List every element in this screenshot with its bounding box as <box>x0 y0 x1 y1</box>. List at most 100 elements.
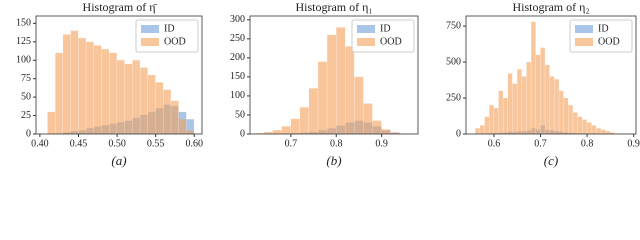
y-tick-label: 150 <box>16 18 31 29</box>
legend-label: ID <box>598 23 609 34</box>
caption: (a) <box>111 153 126 168</box>
histogram-bar <box>507 73 513 134</box>
histogram-bar <box>93 45 102 134</box>
histogram-bar <box>549 76 555 134</box>
histogram-bar <box>124 63 133 134</box>
x-tick-label: 0.50 <box>108 138 126 149</box>
histogram-bar <box>512 83 517 134</box>
histogram-bar <box>354 76 364 134</box>
chart-title: Histogram of η̄ <box>83 0 158 14</box>
histogram-bar <box>475 128 480 134</box>
legend-label: OOD <box>380 36 402 47</box>
histogram-bar <box>272 130 282 134</box>
legend-label: OOD <box>598 36 620 47</box>
histogram-bar <box>526 62 531 134</box>
histogram-bar <box>591 125 597 134</box>
histogram-bar <box>86 41 94 134</box>
histogram-bar <box>554 79 559 134</box>
y-tick-label: 50 <box>21 91 31 102</box>
axes-frame <box>465 15 637 135</box>
histogram-bar <box>155 82 164 134</box>
y-tick-label: 750 <box>446 20 461 31</box>
histogram-bar <box>70 30 79 134</box>
histogram-bar <box>568 105 573 134</box>
histogram-bar <box>587 122 592 134</box>
x-tick-label: 0.55 <box>147 138 165 149</box>
histogram-bar <box>309 88 318 134</box>
histogram-bar <box>47 111 56 134</box>
histogram-bar <box>498 90 503 134</box>
x-tick-label: 0.6 <box>488 138 501 149</box>
histogram-bar <box>109 52 117 134</box>
x-tick-label: 0.40 <box>31 138 49 149</box>
histogram-bar <box>479 125 485 134</box>
histogram-bar <box>563 98 569 134</box>
histogram-bar <box>381 129 391 134</box>
legend-swatch <box>141 25 159 33</box>
caption: (b) <box>326 153 341 168</box>
histogram-bar <box>521 76 527 134</box>
histogram-bar <box>55 52 63 134</box>
histogram-bar <box>372 120 382 134</box>
histogram-bar <box>493 108 499 134</box>
y-tick-label: 0 <box>26 128 31 139</box>
legend-swatch <box>575 38 593 46</box>
caption: (c) <box>544 153 558 168</box>
y-tick-label: 150 <box>230 71 245 82</box>
y-tick-label: 200 <box>230 52 245 63</box>
histogram-bar <box>63 34 71 134</box>
histogram-bar <box>605 131 611 134</box>
histogram-bar <box>299 107 309 134</box>
y-tick-label: 500 <box>446 56 461 67</box>
histogram-bar <box>281 126 291 134</box>
y-tick-label: 75 <box>21 73 31 84</box>
histogram-bar <box>601 129 606 134</box>
histogram-bar <box>101 49 110 134</box>
y-tick-label: 100 <box>16 55 31 66</box>
histogram-bar <box>573 112 578 134</box>
histogram-bar <box>78 38 86 134</box>
histogram-bar <box>132 60 140 134</box>
histogram-bar <box>263 132 273 134</box>
x-tick-label: 0.8 <box>330 138 343 149</box>
legend-swatch <box>141 38 159 46</box>
histogram-bar <box>163 89 171 134</box>
legend-label: ID <box>380 23 391 34</box>
histogram-bar <box>535 54 541 135</box>
axes-frame <box>35 15 203 135</box>
histogram-bar <box>186 119 194 134</box>
legend-swatch <box>575 25 593 33</box>
y-tick-label: 300 <box>230 14 245 25</box>
histogram-bar <box>318 61 327 135</box>
histogram-bar <box>336 27 346 134</box>
histogram-bar <box>390 132 400 134</box>
histogram-bar <box>503 98 508 134</box>
histogram-bar <box>186 130 194 134</box>
histogram-bar <box>531 21 536 135</box>
legend-swatch <box>357 25 375 33</box>
y-tick-label: 125 <box>16 36 31 47</box>
histogram-bar <box>178 119 187 134</box>
axes-frame <box>249 15 419 135</box>
y-tick-label: 250 <box>230 33 245 44</box>
histogram-bar <box>327 35 336 134</box>
histogram-bar <box>577 116 583 134</box>
x-tick-label: 0.8 <box>581 138 594 149</box>
y-tick-label: 0 <box>240 128 245 139</box>
chart-title: Histogram of η₂ <box>512 0 589 14</box>
histogram-bar <box>363 103 373 134</box>
histogram-bar <box>545 64 550 134</box>
x-tick-label: 0.60 <box>186 138 204 149</box>
histogram-bar <box>582 119 587 134</box>
y-tick-label: 0 <box>456 128 461 139</box>
histogram-bar <box>171 100 179 134</box>
legend-label: ID <box>164 23 175 34</box>
legend-label: OOD <box>164 36 186 47</box>
x-tick-label: 0.7 <box>534 138 547 149</box>
x-tick-label: 0.7 <box>285 138 298 149</box>
x-tick-label: 0.9 <box>375 138 388 149</box>
histogram-bar <box>559 90 564 134</box>
histogram-bar <box>290 118 300 134</box>
histogram-bar <box>596 128 601 134</box>
x-tick-label: 0.9 <box>627 138 640 149</box>
